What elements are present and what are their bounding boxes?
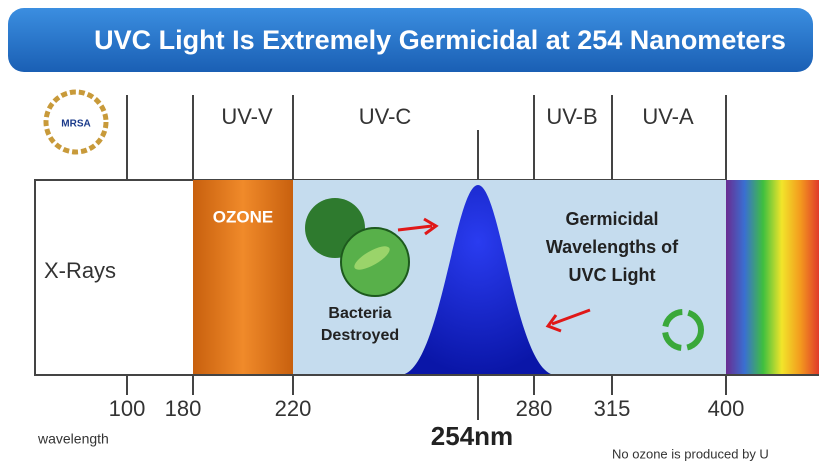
footnote: No ozone is produced by U [612,446,769,461]
ozone-label: OZONE [213,207,273,226]
annotation: Destroyed [321,327,399,344]
annotation: Germicidal [565,209,658,229]
title: UVC Light Is Extremely Germicidal at 254… [94,25,786,55]
visible-band [726,180,819,375]
axis-label: 315 [594,396,631,421]
annotation: Wavelengths of [546,237,679,257]
axis-title: wavelength [37,431,109,447]
annotation: UVC Light [569,265,656,285]
axis-label: 100 [109,396,146,421]
peak-label: 254nm [431,421,513,451]
band-label: UV-A [642,104,694,129]
axis-label: 280 [516,396,553,421]
band-label: UV-V [221,104,273,129]
axis-labels: 100 180 220 280 315 400 [109,396,745,421]
infographic: UVC Light Is Extremely Germicidal at 254… [0,0,819,462]
band-label: UV-C [359,104,412,129]
axis-label: 180 [165,396,202,421]
band-label: UV-B [546,104,597,129]
band-label: X-Rays [44,258,116,283]
annotation: Bacteria [328,305,391,322]
logo: MRSA [46,92,106,152]
logo-label: MRSA [61,119,90,130]
axis-label: 220 [275,396,312,421]
axis-label: 400 [708,396,745,421]
